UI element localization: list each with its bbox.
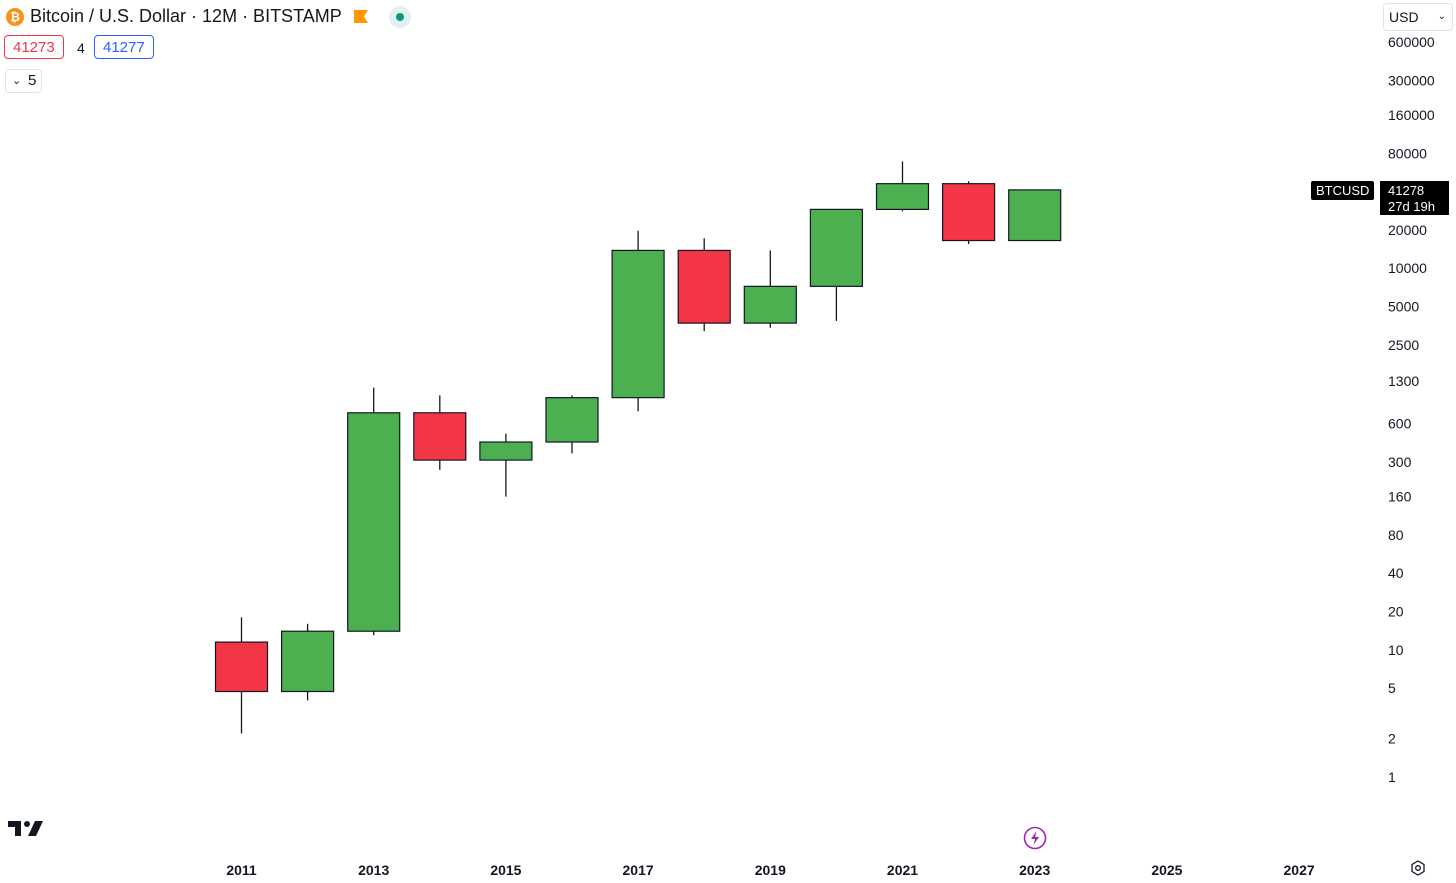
currency-label: USD <box>1389 9 1419 25</box>
y-tick-label: 20 <box>1388 604 1404 620</box>
y-tick-label: 10 <box>1388 642 1404 658</box>
candle-2019[interactable] <box>743 250 797 328</box>
candle-body-2012 <box>281 630 335 693</box>
gear-icon[interactable] <box>1410 860 1426 876</box>
x-tick-label: 2019 <box>755 862 786 878</box>
candle-2015[interactable] <box>479 433 533 497</box>
candle-body-2015 <box>479 441 533 461</box>
y-tick-label: 300 <box>1388 454 1412 470</box>
market-status[interactable] <box>389 6 411 28</box>
candle-body-2021 <box>875 183 930 210</box>
y-tick-label: 1300 <box>1388 373 1419 389</box>
candle-body-2023 <box>1008 189 1062 242</box>
candle-body-2020 <box>809 208 864 287</box>
time-axis: 2011 2013 2015 2017 2019 2021 2023 2025 2027 <box>226 862 1315 878</box>
y-tick-label: 160 <box>1388 489 1412 505</box>
y-tick-label: 600000 <box>1388 34 1435 50</box>
x-tick-label: 2017 <box>623 862 654 878</box>
candle-2021[interactable] <box>875 161 930 212</box>
candle-2011[interactable] <box>214 617 269 734</box>
candle-2014[interactable] <box>413 395 467 470</box>
last-price: 41278 <box>1388 183 1425 198</box>
bid-price-button[interactable]: 41273 <box>4 35 64 59</box>
last-price-badge: 41278 27d 19h <box>1380 181 1449 215</box>
flag-icon[interactable] <box>354 10 368 23</box>
y-tick-label: 5000 <box>1388 298 1419 314</box>
y-tick-label: 600 <box>1388 416 1412 432</box>
y-tick-label: 5 <box>1388 680 1396 696</box>
candle-2018[interactable] <box>677 238 731 332</box>
live-dot-icon <box>396 13 404 21</box>
y-tick-label: 2500 <box>1388 337 1419 353</box>
chevron-down-icon: ⌄ <box>12 75 22 87</box>
candle-2023[interactable] <box>1008 189 1062 242</box>
y-tick-label: 2 <box>1388 731 1396 747</box>
spread-value: 4 <box>77 40 85 56</box>
ask-price-button[interactable]: 41277 <box>94 35 154 59</box>
currency-select[interactable]: USD ⌄ <box>1383 3 1453 31</box>
y-tick-label: 80 <box>1388 527 1404 543</box>
candle-body-2011 <box>214 641 269 693</box>
candle-2020[interactable] <box>809 208 864 321</box>
y-tick-label: 20000 <box>1388 222 1427 238</box>
price-axis: 1 2 5 10 20 40 80 160 300 600 1300 2500 5000 10000 200… <box>1388 34 1435 785</box>
x-tick-label: 2023 <box>1019 862 1050 878</box>
tradingview-logo-icon[interactable] <box>8 819 44 837</box>
x-tick-label: 2025 <box>1151 862 1182 878</box>
symbol-badge: BTCUSD <box>1311 181 1375 200</box>
candle-2013[interactable] <box>347 387 401 636</box>
y-tick-label: 160000 <box>1388 107 1435 123</box>
y-tick-label: 10000 <box>1388 260 1427 276</box>
y-tick-label: 80000 <box>1388 145 1427 161</box>
candle-body-2019 <box>743 285 797 324</box>
bitcoin-icon: ₿ <box>6 8 24 26</box>
x-tick-label: 2021 <box>887 862 918 878</box>
chevron-down-icon: ⌄ <box>1437 11 1446 22</box>
candle-2017[interactable] <box>611 230 665 412</box>
x-tick-label: 2011 <box>226 862 257 878</box>
candle-body-2014 <box>413 412 467 461</box>
x-tick-label: 2027 <box>1284 862 1315 878</box>
candle-body-2018 <box>677 249 731 324</box>
x-tick-label: 2015 <box>490 862 521 878</box>
symbol-title[interactable]: Bitcoin / U.S. Dollar · 12M · BITSTAMP <box>30 6 342 26</box>
candle-2012[interactable] <box>281 623 335 701</box>
indicator-toggle-button[interactable]: ⌄ 5 <box>5 69 42 93</box>
lightning-icon[interactable] <box>1023 826 1047 850</box>
candle-body-2017 <box>611 249 665 399</box>
y-tick-label: 300000 <box>1388 72 1435 88</box>
y-tick-label: 40 <box>1388 565 1404 581</box>
bar-countdown: 27d 19h <box>1388 199 1435 214</box>
candle-body-2013 <box>347 412 401 632</box>
candle-body-2022 <box>941 183 996 242</box>
candle-2022[interactable] <box>941 181 996 244</box>
y-tick-label: 1 <box>1388 769 1396 785</box>
x-tick-label: 2013 <box>358 862 389 878</box>
candle-body-2016 <box>545 397 599 443</box>
indicator-count: 5 <box>28 72 37 89</box>
candle-2016[interactable] <box>545 395 599 454</box>
candles-group <box>214 161 1062 734</box>
